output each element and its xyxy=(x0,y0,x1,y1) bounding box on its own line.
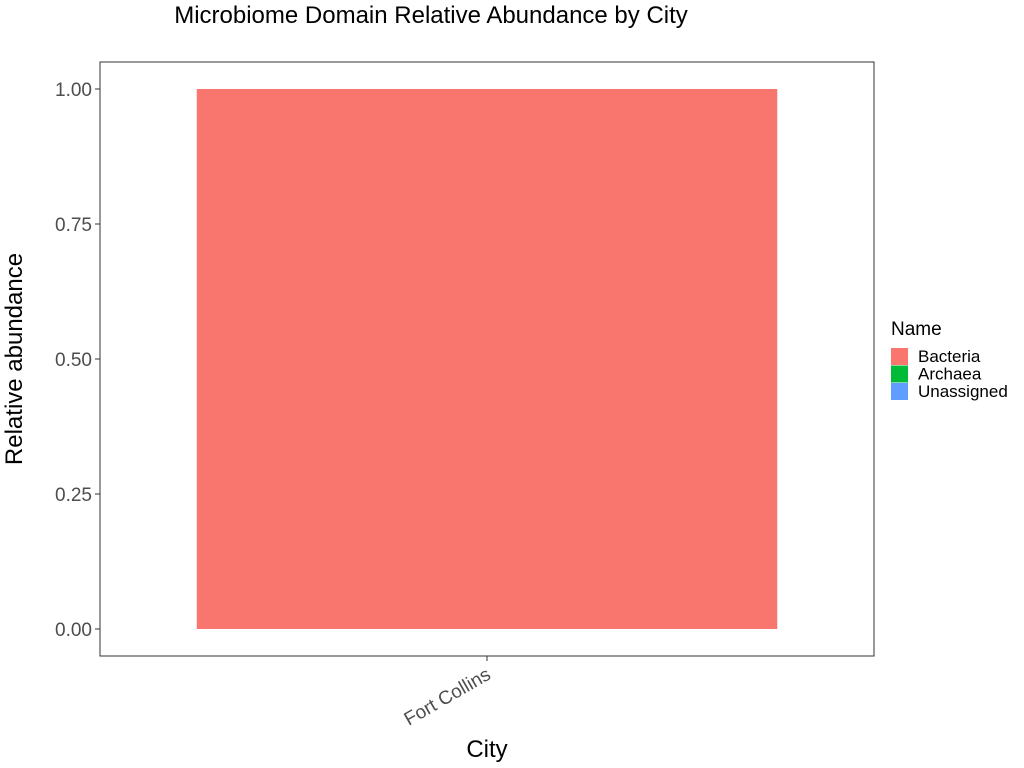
legend-key-bacteria xyxy=(891,348,908,365)
bar-bacteria-0 xyxy=(196,89,778,629)
y-tick-label: 0.75 xyxy=(55,215,92,236)
x-axis: Fort Collins xyxy=(401,656,495,730)
legend-label-archaea: Archaea xyxy=(918,365,982,384)
legend-title: Name xyxy=(891,319,942,340)
y-tick-label: 1.00 xyxy=(55,80,92,101)
legend-key-archaea xyxy=(891,365,908,383)
y-tick-label: 0.50 xyxy=(55,350,92,371)
x-tick-label: Fort Collins xyxy=(401,664,495,730)
legend-label-unassigned: Unassigned xyxy=(918,382,1008,401)
y-tick-label: 0.00 xyxy=(55,620,92,641)
legend-key-unassigned xyxy=(891,383,908,400)
bars-layer xyxy=(196,89,778,629)
y-axis: 0.00 0.25 0.50 0.75 1.00 xyxy=(55,80,100,641)
y-tick-label: 0.25 xyxy=(55,485,92,506)
legend-label-bacteria: Bacteria xyxy=(918,347,981,366)
y-axis-title: Relative abundance xyxy=(1,253,28,465)
chart-title: Microbiome Domain Relative Abundance by … xyxy=(174,2,688,29)
x-axis-title: City xyxy=(466,736,507,763)
